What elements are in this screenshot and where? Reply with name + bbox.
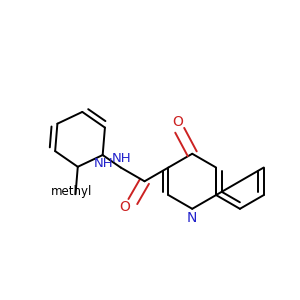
Text: N: N: [187, 211, 197, 225]
Text: methyl: methyl: [51, 184, 92, 198]
Text: O: O: [120, 200, 130, 214]
Text: O: O: [173, 116, 184, 130]
Text: NH: NH: [112, 152, 131, 165]
Text: NH: NH: [94, 157, 113, 170]
